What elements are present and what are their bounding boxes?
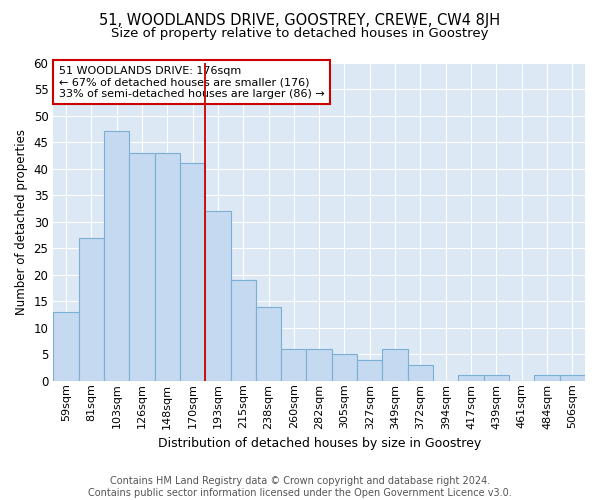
- X-axis label: Distribution of detached houses by size in Goostrey: Distribution of detached houses by size …: [158, 437, 481, 450]
- Bar: [281, 349, 307, 381]
- Text: Size of property relative to detached houses in Goostrey: Size of property relative to detached ho…: [111, 28, 489, 40]
- Bar: [382, 349, 408, 381]
- Y-axis label: Number of detached properties: Number of detached properties: [15, 128, 28, 314]
- Bar: [104, 132, 129, 381]
- Text: Contains HM Land Registry data © Crown copyright and database right 2024.
Contai: Contains HM Land Registry data © Crown c…: [88, 476, 512, 498]
- Bar: [53, 312, 79, 381]
- Text: 51, WOODLANDS DRIVE, GOOSTREY, CREWE, CW4 8JH: 51, WOODLANDS DRIVE, GOOSTREY, CREWE, CW…: [100, 12, 500, 28]
- Bar: [155, 152, 180, 381]
- Bar: [256, 306, 281, 381]
- Bar: [230, 280, 256, 381]
- Bar: [307, 349, 332, 381]
- Bar: [535, 376, 560, 381]
- Bar: [458, 376, 484, 381]
- Bar: [205, 211, 230, 381]
- Bar: [129, 152, 155, 381]
- Bar: [180, 164, 205, 381]
- Bar: [408, 365, 433, 381]
- Bar: [79, 238, 104, 381]
- Bar: [484, 376, 509, 381]
- Bar: [332, 354, 357, 381]
- Text: 51 WOODLANDS DRIVE: 176sqm
← 67% of detached houses are smaller (176)
33% of sem: 51 WOODLANDS DRIVE: 176sqm ← 67% of deta…: [59, 66, 325, 99]
- Bar: [560, 376, 585, 381]
- Bar: [357, 360, 382, 381]
